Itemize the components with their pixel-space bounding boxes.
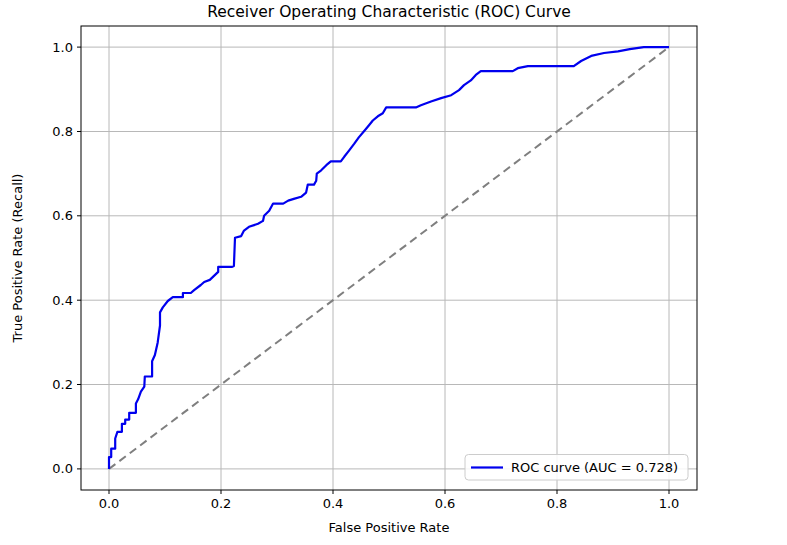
- legend: ROC curve (AUC = 0.728): [465, 455, 688, 481]
- y-tick-label: 0.2: [52, 377, 73, 392]
- roc-chart-figure: 0.0 0.2 0.4 0.6 0.8 1.0 0.0 0.2 0.4 0.6 0.8 1.0 Rec…: [0, 0, 787, 545]
- legend-entry-label: ROC curve (AUC = 0.728): [511, 460, 678, 475]
- x-tick-label: 0.2: [211, 496, 232, 511]
- x-tick-label: 0.6: [435, 496, 456, 511]
- x-tick-label: 0.0: [99, 496, 120, 511]
- y-tick-label: 0.6: [52, 208, 73, 223]
- y-tick-label: 0.4: [52, 293, 73, 308]
- y-axis-label: True Positive Rate (Recall): [10, 174, 25, 344]
- x-axis-label: False Positive Rate: [329, 520, 450, 535]
- x-tick-label: 0.4: [323, 496, 344, 511]
- roc-chart-canvas: 0.0 0.2 0.4 0.6 0.8 1.0 0.0 0.2 0.4 0.6 0.8 1.0 Rec…: [0, 0, 787, 545]
- axis-ticks: 0.0 0.2 0.4 0.6 0.8 1.0 0.0 0.2 0.4 0.6 0.8 1.0: [52, 40, 679, 511]
- data-series: [109, 47, 669, 469]
- x-tick-label: 0.8: [547, 496, 568, 511]
- chart-title: Receiver Operating Characteristic (ROC) …: [207, 3, 571, 21]
- y-tick-label: 0.8: [52, 124, 73, 139]
- x-tick-label: 1.0: [659, 496, 680, 511]
- y-tick-label: 0.0: [52, 461, 73, 476]
- y-tick-label: 1.0: [52, 40, 73, 55]
- chance-diagonal-line: [109, 47, 669, 469]
